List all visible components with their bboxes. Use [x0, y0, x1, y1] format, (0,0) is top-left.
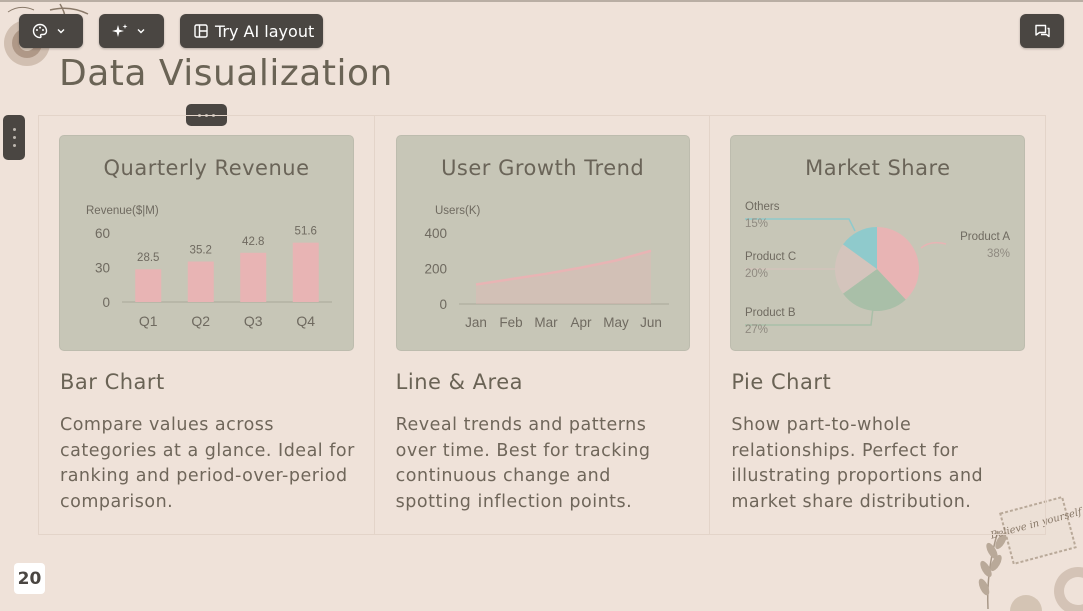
bar-value-label: 35.2	[190, 245, 212, 257]
bar	[292, 242, 319, 302]
pie-slice	[843, 269, 907, 311]
bar-chart: Revenue($|M) 0 30 60 28.5 Q1 35.2 Q2 42.8 Q3 51.6 Q…	[86, 205, 332, 329]
chevron-down-icon	[137, 29, 145, 34]
card-title: Market Share	[805, 156, 951, 180]
ai-magic-button[interactable]	[99, 14, 164, 48]
line-chart-card: User Growth Trend Users(K) 0 200 400 Jan Feb M…	[395, 135, 690, 351]
x-tick-label: Jun	[640, 315, 662, 330]
column-line-chart: User Growth Trend Users(K) 0 200 400 Jan Feb M…	[375, 116, 711, 534]
x-tick-label: Mar	[534, 315, 558, 330]
pie-chart-card: Market Share Product A 38% Product B 27% Pro…	[730, 135, 1026, 351]
leader-line	[745, 218, 857, 232]
x-tick-label: Q1	[139, 313, 158, 329]
x-tick-label: Q4	[296, 313, 315, 329]
x-tick-label: Feb	[499, 315, 522, 330]
page-title: Data Visualization	[59, 53, 393, 94]
line-chart: Users(K) 0 200 400 Jan Feb Mar Apr May Jun	[424, 205, 669, 330]
x-tick-label: Q2	[191, 313, 210, 329]
slice-percent-label: 15%	[745, 218, 768, 230]
pie-slice	[843, 227, 878, 269]
y-tick-label: 30	[95, 261, 110, 276]
pie-slice	[877, 227, 920, 300]
y-tick-label: 200	[424, 262, 447, 277]
slice-name-label: Product C	[745, 251, 796, 263]
card-title: Quarterly Revenue	[103, 156, 310, 180]
palette-icon	[32, 23, 48, 39]
layout-icon	[194, 24, 208, 38]
card-title: User Growth Trend	[441, 156, 645, 180]
slice-percent-label: 27%	[745, 324, 768, 336]
chevron-down-icon	[57, 29, 65, 34]
y-tick-label: 400	[424, 226, 447, 241]
bar	[240, 252, 267, 302]
y-axis-label: Revenue($|M)	[86, 205, 159, 217]
slice-percent-label: 38%	[987, 248, 1010, 260]
side-drag-handle[interactable]	[3, 115, 25, 160]
bar-value-label: 51.6	[295, 226, 317, 238]
y-tick-label: 60	[95, 226, 110, 241]
y-tick-label: 0	[102, 295, 110, 310]
chart-grid: Quarterly Revenue Revenue($|M) 0 30 60 28.5 Q…	[38, 115, 1046, 535]
y-axis-label: Users(K)	[435, 205, 481, 217]
bar	[187, 261, 214, 302]
decor-stamp-icon: Believe in yourself	[978, 495, 1083, 611]
comments-button[interactable]	[1020, 14, 1064, 48]
column-bar-chart: Quarterly Revenue Revenue($|M) 0 30 60 28.5 Q…	[39, 116, 375, 534]
slice-name-label: Others	[745, 201, 780, 213]
column-heading: Bar Chart	[60, 370, 165, 394]
series-line	[475, 249, 652, 286]
bar	[135, 269, 162, 302]
y-tick-label: 0	[439, 297, 447, 312]
pie-slice	[835, 244, 878, 294]
column-description: Compare values across categories at a gl…	[60, 415, 355, 512]
try-ai-layout-label: Try AI layout	[215, 21, 315, 41]
slice-name-label: Product B	[745, 307, 796, 319]
column-pie-chart: Market Share Product A 38% Product B 27% Pro…	[710, 116, 1045, 534]
sparkle-icon	[112, 24, 128, 37]
comment-icon	[1034, 24, 1050, 38]
slice-percent-label: 20%	[745, 268, 768, 280]
x-tick-label: Apr	[570, 315, 592, 330]
x-tick-label: Q3	[244, 313, 263, 329]
column-description: Reveal trends and patterns over time. Be…	[395, 415, 651, 512]
x-tick-label: May	[603, 315, 629, 330]
pie-chart: Product A 38% Product B 27% Product C 20% Othe…	[745, 201, 1011, 336]
bar-value-label: 42.8	[242, 236, 264, 248]
page-number-badge[interactable]: 20	[14, 563, 45, 594]
column-heading: Line & Area	[395, 370, 523, 394]
x-tick-label: Jan	[465, 315, 487, 330]
top-border	[0, 0, 1083, 2]
area-fill	[475, 250, 651, 304]
bar-value-label: 28.5	[137, 252, 159, 264]
bar-chart-card: Quarterly Revenue Revenue($|M) 0 30 60 28.5 Q…	[59, 135, 354, 351]
column-heading: Pie Chart	[731, 370, 832, 394]
leader-line	[920, 241, 947, 249]
theme-button[interactable]	[19, 14, 83, 48]
leader-line	[745, 307, 875, 326]
slice-name-label: Product A	[960, 231, 1010, 243]
try-ai-layout-button[interactable]: Try AI layout	[180, 14, 323, 48]
column-description: Show part-to-whole relationships. Perfec…	[731, 415, 984, 512]
